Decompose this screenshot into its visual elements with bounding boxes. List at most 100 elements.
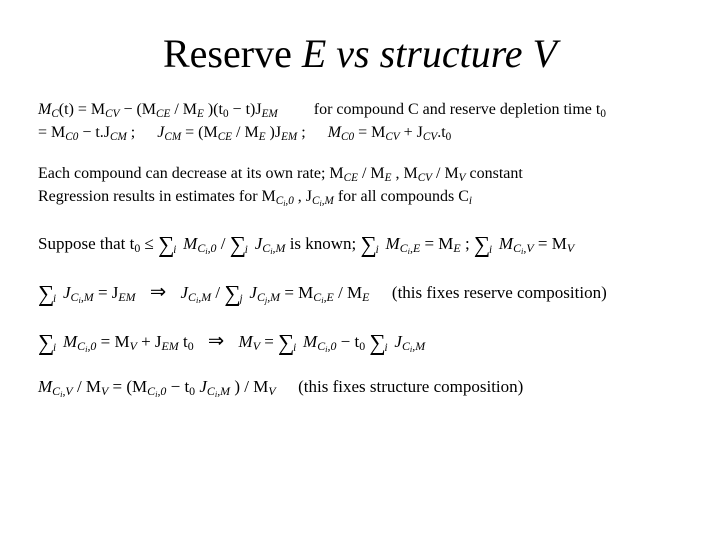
title-E: E [302, 31, 326, 76]
title-pre: Reserve [163, 31, 302, 76]
slide: Reserve E vs structure V MC(t) = MCV − (… [0, 0, 720, 400]
t: = J [98, 283, 118, 302]
s: CV [105, 108, 119, 120]
para1: Each compound can decrease at its own ra… [38, 163, 682, 209]
s: ,0 [285, 195, 293, 207]
t: M [63, 332, 77, 351]
s: CV [423, 131, 437, 143]
s: ,0 [327, 339, 336, 353]
s: ,M [267, 290, 280, 304]
line3: Suppose that t0 ≤ ∑i MCi,0 / ∑i JCi,M is… [38, 227, 682, 258]
s: C [317, 339, 325, 353]
t: J [180, 283, 188, 302]
t: M [183, 234, 197, 253]
sum-icon: ∑ [474, 232, 490, 257]
s: C0 [65, 131, 78, 143]
t: M [328, 124, 341, 141]
t: ; [127, 124, 135, 141]
s: i [469, 195, 472, 207]
s: 0 [359, 339, 365, 353]
t: ; [297, 124, 305, 141]
t: ) / M [234, 377, 268, 396]
para1-l1: Each compound can decrease at its own ra… [38, 163, 682, 186]
s: C [52, 384, 60, 398]
sum-icon: ∑ [38, 281, 54, 306]
s: C [513, 241, 521, 255]
s: ,M [412, 339, 425, 353]
s: V [268, 384, 275, 398]
s: ,0 [157, 384, 166, 398]
t: J [63, 283, 71, 302]
s: C [312, 195, 319, 207]
t: J [249, 283, 257, 302]
s: EM [262, 108, 278, 120]
s: ,0 [87, 339, 96, 353]
eq1: MC(t) = MCV − (MCE / ME )(t0 − t)JEM for… [38, 99, 682, 145]
t: Each compound can decrease at its own ra… [38, 165, 344, 182]
s: C [207, 384, 215, 398]
s: ,E [324, 290, 334, 304]
s: V [130, 339, 137, 353]
t: constant [466, 165, 523, 182]
t: / [221, 234, 230, 253]
s: ,M [273, 241, 286, 255]
s: EM [162, 339, 179, 353]
s: 0 [600, 108, 606, 120]
s: V [101, 384, 108, 398]
s: CE [156, 108, 170, 120]
s: ,0 [208, 241, 217, 255]
t: J [394, 332, 402, 351]
s: EM [118, 290, 135, 304]
t: )J [266, 124, 282, 141]
implies-icon: ⇒ [198, 331, 234, 352]
sum-icon: ∑ [230, 232, 246, 257]
t: + J [400, 124, 423, 141]
t: = M [354, 124, 385, 141]
t: = M [284, 283, 313, 302]
line4: ∑i JCi,M = JEM ⇒ JCi,M / ∑j JCj,M = MCi,… [38, 276, 682, 307]
s: 0 [446, 131, 452, 143]
s: ,E [410, 241, 420, 255]
eq1-line2: = MC0 − t.JCM ; JCM = (MCE / ME )JEM ; M… [38, 122, 682, 145]
t: )(t [204, 101, 223, 118]
t: = (M [113, 377, 148, 396]
s: V [567, 241, 574, 255]
t: Suppose that t [38, 234, 134, 253]
eq1-line1: MC(t) = MCV − (MCE / ME )(t0 − t)JEM for… [38, 99, 682, 122]
t: − t [341, 332, 360, 351]
s: 0 [188, 339, 194, 353]
s: CE [344, 172, 358, 184]
implies-icon: ⇒ [140, 282, 176, 303]
s: E [453, 241, 460, 255]
s: ,M [217, 384, 230, 398]
s: CE [218, 131, 232, 143]
s: ,M [81, 290, 94, 304]
s: C [188, 290, 196, 304]
title-mid: vs structure [326, 31, 532, 76]
s: C [77, 339, 85, 353]
t: / M [358, 165, 385, 182]
s: 0 [189, 384, 195, 398]
s: CM [164, 131, 181, 143]
s: ,M [198, 290, 211, 304]
s: C [51, 108, 58, 120]
t: Regression results in estimates for M [38, 188, 276, 205]
line6-annot: (this fixes structure composition) [298, 377, 523, 396]
t: , M [391, 165, 417, 182]
line4-annot: (this fixes reserve composition) [392, 283, 607, 302]
t: / M [432, 165, 459, 182]
t: − t.J [78, 124, 110, 141]
t: / M [170, 101, 197, 118]
s: E [197, 108, 204, 120]
t: = (M [181, 124, 218, 141]
s: V [253, 339, 260, 353]
s: C [147, 384, 155, 398]
t: J [199, 377, 207, 396]
s: CV [418, 172, 432, 184]
s: CV [385, 131, 399, 143]
t: / M [338, 283, 362, 302]
t: = M [38, 124, 65, 141]
s: E [259, 131, 266, 143]
s: EM [281, 131, 297, 143]
line6: MCi,V / MV = (MCi,0 − t0 JCi,M ) / MV (t… [38, 376, 682, 400]
